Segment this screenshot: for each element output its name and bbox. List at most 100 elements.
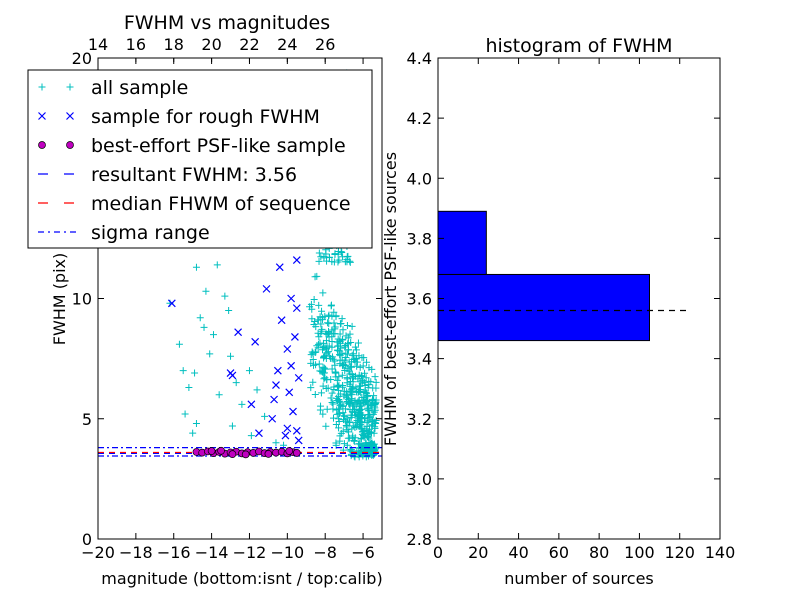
y-tick-label: 3.8 bbox=[407, 229, 432, 248]
data-point bbox=[353, 358, 361, 366]
histogram-bar bbox=[438, 273, 650, 342]
data-point bbox=[342, 391, 350, 399]
data-point bbox=[289, 407, 297, 416]
data-point bbox=[340, 440, 348, 448]
magnitude-chart: FWHM vs magnitudes magnitude (bottom:isn… bbox=[27, 12, 383, 588]
data-point bbox=[365, 417, 373, 425]
top-tick-label: 26 bbox=[315, 35, 335, 54]
top-tick-label: 18 bbox=[164, 35, 184, 54]
data-point bbox=[320, 364, 328, 372]
data-point bbox=[353, 362, 361, 370]
x-tick-label: 80 bbox=[589, 543, 609, 562]
data-point bbox=[345, 358, 353, 366]
data-point bbox=[339, 427, 347, 435]
data-point bbox=[311, 317, 319, 325]
data-point bbox=[221, 292, 229, 300]
data-point bbox=[196, 314, 204, 322]
data-point bbox=[364, 399, 372, 407]
data-point bbox=[342, 332, 350, 340]
data-point bbox=[348, 371, 356, 379]
top-tick-label: 20 bbox=[201, 35, 221, 54]
data-point bbox=[343, 423, 351, 431]
data-point bbox=[371, 424, 379, 432]
data-point bbox=[324, 348, 332, 356]
data-point bbox=[292, 304, 301, 313]
y-tick-label: 3.4 bbox=[407, 350, 432, 369]
data-point bbox=[325, 320, 333, 328]
data-point bbox=[330, 319, 338, 327]
plot-area bbox=[438, 210, 690, 342]
data-point bbox=[331, 323, 339, 331]
data-point bbox=[322, 422, 330, 430]
x-tick-label: −16 bbox=[157, 543, 191, 562]
data-point bbox=[346, 382, 354, 390]
data-point bbox=[253, 386, 261, 394]
y-tick-label: 4.4 bbox=[407, 49, 432, 68]
data-point bbox=[366, 425, 374, 433]
data-point bbox=[294, 436, 303, 445]
data-point bbox=[344, 434, 352, 442]
data-point bbox=[355, 410, 363, 418]
data-point bbox=[346, 363, 354, 371]
data-point bbox=[245, 367, 253, 375]
data-point bbox=[349, 402, 357, 410]
data-point bbox=[192, 263, 200, 271]
legend-entry: sigma range bbox=[38, 222, 210, 244]
data-point bbox=[336, 432, 344, 440]
data-point bbox=[192, 420, 200, 428]
data-point bbox=[372, 399, 380, 407]
x-tick-label: 60 bbox=[549, 543, 569, 562]
data-point bbox=[285, 447, 294, 455]
x-tick-label: 40 bbox=[508, 543, 528, 562]
data-point bbox=[319, 289, 327, 297]
data-point bbox=[272, 381, 280, 390]
data-point bbox=[319, 314, 327, 322]
data-point bbox=[320, 353, 328, 361]
legend: all sample sample for rough FWHM best-effo… bbox=[27, 69, 373, 249]
data-point bbox=[345, 367, 353, 375]
x-tick-label: −14 bbox=[195, 543, 229, 562]
data-point bbox=[358, 402, 366, 410]
data-point bbox=[331, 250, 339, 258]
data-point bbox=[368, 415, 376, 423]
data-point bbox=[322, 384, 330, 392]
y-tick-label: 4.2 bbox=[407, 109, 432, 128]
data-point bbox=[371, 373, 379, 381]
data-point bbox=[338, 315, 346, 323]
data-point bbox=[264, 450, 273, 458]
y-tick-label: 3.6 bbox=[407, 290, 432, 309]
data-point bbox=[339, 326, 347, 334]
data-point bbox=[319, 367, 327, 375]
data-point bbox=[326, 354, 334, 362]
data-point bbox=[363, 418, 371, 426]
data-point bbox=[333, 410, 341, 418]
data-point bbox=[225, 307, 233, 315]
data-point bbox=[365, 430, 373, 438]
data-point bbox=[314, 316, 322, 324]
data-point bbox=[322, 250, 330, 258]
data-point bbox=[372, 378, 380, 386]
data-point bbox=[200, 323, 208, 331]
data-point bbox=[307, 351, 315, 359]
data-point bbox=[360, 393, 368, 401]
data-point bbox=[217, 446, 225, 455]
data-point bbox=[320, 352, 328, 360]
data-point bbox=[318, 307, 326, 315]
data-point bbox=[344, 252, 352, 260]
data-point bbox=[331, 369, 339, 377]
data-point bbox=[325, 311, 333, 319]
data-point bbox=[328, 338, 336, 346]
data-point bbox=[365, 377, 373, 385]
data-point bbox=[341, 258, 349, 266]
data-point bbox=[315, 333, 323, 341]
data-point bbox=[255, 429, 263, 438]
legend-marker bbox=[66, 141, 74, 149]
axis-ticks: 0 20 40 60 80 100 120 140 2.8 3.0 3.2 3.4 3.6 3.8 4.0 4… bbox=[407, 49, 736, 562]
data-point bbox=[272, 439, 280, 447]
data-point bbox=[342, 350, 350, 358]
data-point bbox=[324, 319, 332, 327]
data-point bbox=[356, 363, 364, 371]
data-point bbox=[345, 400, 353, 408]
data-point bbox=[334, 392, 342, 400]
data-point bbox=[181, 410, 189, 418]
